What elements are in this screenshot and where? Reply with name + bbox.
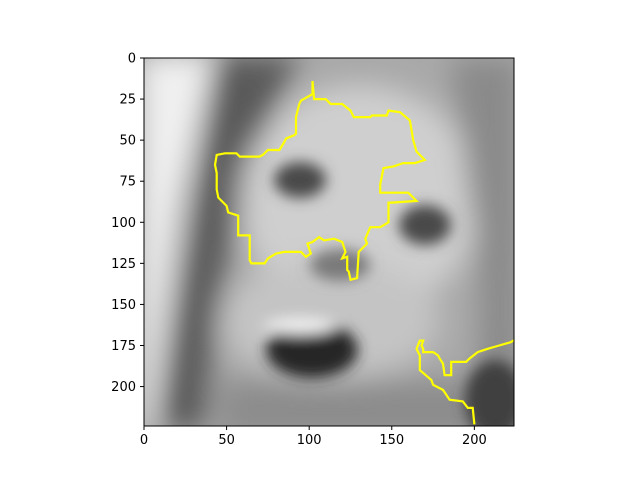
x-tick-label: 50 bbox=[218, 433, 235, 448]
axes-frame bbox=[143, 57, 515, 427]
x-tick-label: 200 bbox=[462, 433, 487, 448]
y-tick-label: 200 bbox=[111, 380, 136, 395]
contour-layer bbox=[213, 80, 514, 425]
x-tick-label: 150 bbox=[379, 433, 404, 448]
y-tick-label: 75 bbox=[119, 175, 136, 190]
y-tick-label: 100 bbox=[111, 216, 136, 231]
heatmap-image bbox=[144, 58, 514, 426]
x-tick-label: 100 bbox=[297, 433, 322, 448]
contour-2 bbox=[415, 338, 514, 425]
y-tick-label: 125 bbox=[111, 257, 136, 272]
y-tick-label: 175 bbox=[111, 339, 136, 354]
y-axis: 0 25 50 75 100 125 150 175 200 bbox=[111, 52, 144, 395]
y-tick-label: 50 bbox=[119, 134, 136, 149]
y-tick-label: 25 bbox=[119, 93, 136, 108]
y-tick-label: 0 bbox=[128, 52, 136, 67]
x-axis: 0 50 100 150 200 bbox=[140, 426, 487, 448]
y-tick-label: 150 bbox=[111, 298, 136, 313]
x-tick-label: 0 bbox=[140, 433, 148, 448]
contour-1 bbox=[213, 80, 427, 282]
